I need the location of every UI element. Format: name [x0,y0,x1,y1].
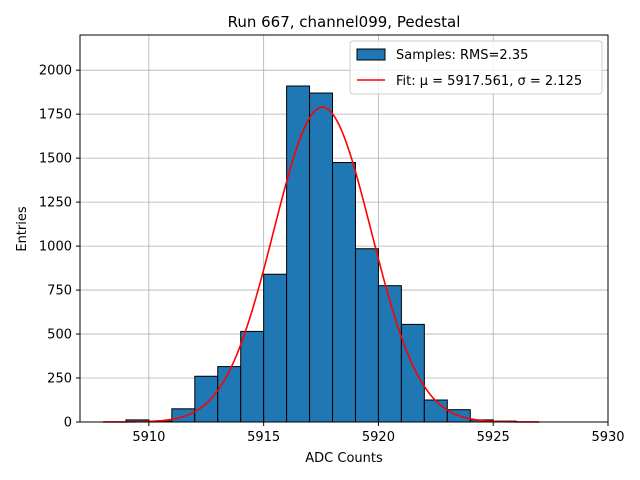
histogram-bar [263,273,288,423]
histogram-bar [377,285,402,423]
y-tick-label: 2000 [39,64,72,79]
histogram-bar [332,162,356,423]
histogram-bar [423,399,448,423]
histogram-bar [194,375,219,423]
y-tick-label: 1500 [39,152,72,167]
x-tick-label: 5920 [362,430,395,445]
y-tick-label: 500 [47,328,72,343]
y-tick-label: 1000 [39,240,72,255]
histogram-bar [171,408,196,423]
legend-histogram-label: Samples: RMS=2.35 [396,48,528,63]
x-tick-label: 5925 [477,430,510,445]
histogram-bars [125,85,517,423]
y-tick-label: 1750 [39,108,72,123]
y-axis-label: Entries [15,206,30,252]
chart-title: Run 667, channel099, Pedestal [228,13,461,31]
x-tick-label: 5915 [247,430,280,445]
legend-box [349,40,603,95]
legend-histogram-swatch [356,48,386,61]
histogram-bar [240,330,265,423]
x-tick-label: 5930 [591,430,624,445]
histogram-bar [217,366,242,423]
fit-curve [102,106,540,423]
histogram-bar [354,248,379,423]
plot-frame [79,34,609,423]
y-tick-label: 250 [47,372,72,387]
x-axis-label: ADC Counts [305,451,383,466]
histogram-bar [400,323,425,423]
y-tick-label: 1250 [39,196,72,211]
histogram-bar [309,92,334,423]
y-axis-ticks: 0 250 500 750 1000 1250 1500 1750 2000 [39,64,80,431]
legend: Samples: RMS=2.35 Fit: μ = 5917.561, σ =… [349,40,603,95]
x-axis-ticks: 5910 5915 5920 5925 5930 [132,422,625,445]
y-tick-label: 750 [47,284,72,299]
y-tick-label: 0 [64,416,72,431]
histogram-bar [286,85,311,423]
legend-fit-label: Fit: μ = 5917.561, σ = 2.125 [396,74,582,89]
x-tick-label: 5910 [132,430,165,445]
